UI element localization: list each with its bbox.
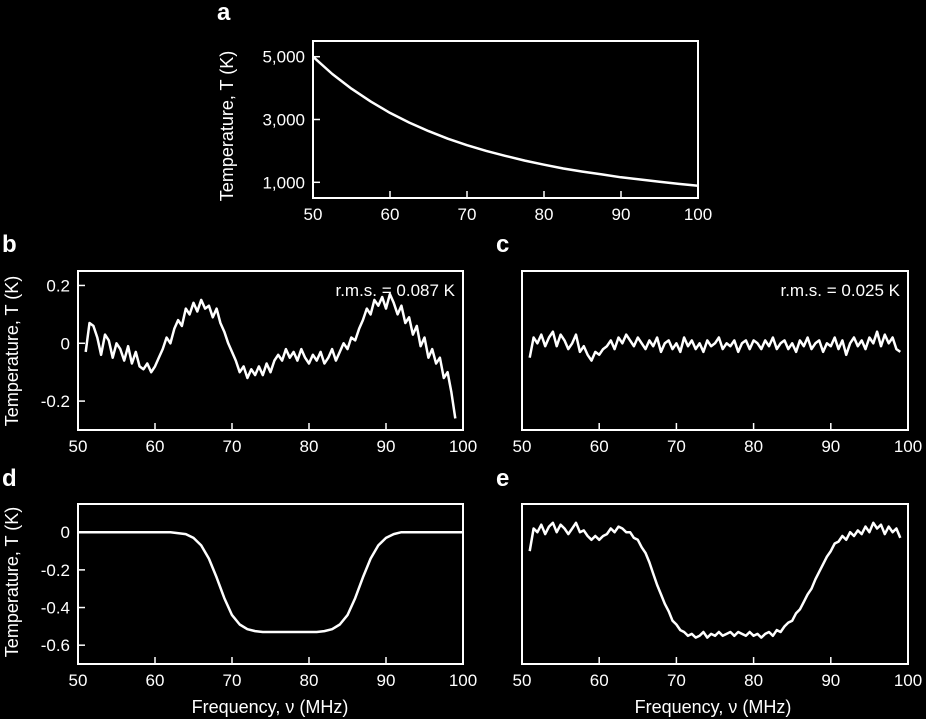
panel-a: a Temperature, T (K) 50 60 70 80 90 100 1,000 3… [217, 0, 712, 224]
panel-c: c r.m.s. = 0.025 K 50 60 70 80 90 100 [496, 231, 922, 456]
panel-d-xtick-label: 100 [449, 671, 477, 690]
panel-e-letter: e [496, 465, 509, 492]
panel-e-plot-frame [521, 503, 909, 665]
panel-c-xtick-label: 70 [667, 437, 686, 456]
panel-d-ytick-label: -0.6 [41, 636, 70, 655]
panel-b-series-line [84, 292, 457, 419]
panel-b-xtick-label: 60 [146, 437, 165, 456]
panel-e-xtick-label: 50 [513, 671, 532, 690]
panel-d-series-line [78, 530, 463, 634]
panel-d-xtick-label: 90 [377, 671, 396, 690]
panel-b-ytick-label: 0 [61, 334, 70, 353]
panel-a-ytick-label: 1,000 [262, 173, 305, 192]
panel-d-ylabel: Temperature, T (K) [2, 507, 22, 657]
panel-e-xtick-label: 100 [894, 671, 922, 690]
panel-d-xtick-label: 70 [223, 671, 242, 690]
panel-d-ytick-label: -0.4 [41, 599, 70, 618]
panel-d-xtick-label: 50 [69, 671, 88, 690]
panel-b-ylabel: Temperature, T (K) [2, 276, 22, 426]
panel-e-series-line [528, 521, 902, 639]
panel-c-xtick-label: 100 [894, 437, 922, 456]
panel-b-xtick-label: 70 [223, 437, 242, 456]
panel-d-ytick-label: -0.2 [41, 561, 70, 580]
panel-a-series-line [312, 55, 699, 188]
panel-c-xtick-label: 90 [821, 437, 840, 456]
panel-e-xtick-label: 90 [821, 671, 840, 690]
panel-d-ytick-label: 0 [61, 523, 70, 542]
panel-b: b Temperature, T (K) r.m.s. = 0.087 K 50… [2, 231, 477, 456]
panel-d-xtick-label: 60 [146, 671, 165, 690]
panel-a-ytick-label: 5,000 [262, 48, 305, 67]
panel-d-plot-frame [77, 503, 464, 665]
panel-b-xtick-label: 90 [377, 437, 396, 456]
panel-a-xtick-label: 70 [458, 205, 477, 224]
panel-b-letter: b [2, 231, 17, 258]
panel-b-xtick-label: 80 [300, 437, 319, 456]
panel-a-xtick-label: 60 [381, 205, 400, 224]
panel-b-xtick-label: 100 [449, 437, 477, 456]
panel-a-xtick-label: 90 [612, 205, 631, 224]
panel-d-xtick-label: 80 [300, 671, 319, 690]
panel-a-letter: a [217, 0, 231, 26]
panel-e-xtick-label: 60 [590, 671, 609, 690]
panel-b-plot-frame [77, 270, 464, 431]
panel-b-xtick-label: 50 [69, 437, 88, 456]
panel-d: d Temperature, T (K) Frequency, ν (MHz) … [2, 465, 477, 717]
panel-e-xtick-label: 80 [744, 671, 763, 690]
panel-c-xtick-label: 60 [590, 437, 609, 456]
panel-c-xtick-label: 80 [744, 437, 763, 456]
panel-d-xlabel: Frequency, ν (MHz) [192, 697, 349, 717]
panel-c-letter: c [496, 231, 509, 258]
panel-e-xtick-label: 70 [667, 671, 686, 690]
panel-c-rms-annotation: r.m.s. = 0.025 K [780, 281, 900, 300]
panel-b-rms-annotation: r.m.s. = 0.087 K [335, 281, 455, 300]
panel-b-ytick-label: -0.2 [41, 392, 70, 411]
panel-e: e Frequency, ν (MHz) 50 60 70 80 90 100 [496, 465, 922, 717]
panel-e-xlabel: Frequency, ν (MHz) [635, 697, 792, 717]
panel-b-ytick-label: 0.2 [46, 276, 70, 295]
panel-c-plot-frame [521, 270, 909, 431]
panel-d-letter: d [2, 465, 17, 492]
panel-a-xtick-label: 100 [684, 205, 712, 224]
panel-a-xtick-label: 50 [304, 205, 323, 224]
panel-a-xtick-label: 80 [535, 205, 554, 224]
panel-a-ylabel: Temperature, T (K) [217, 51, 237, 201]
panel-a-ytick-label: 3,000 [262, 111, 305, 130]
panel-c-xtick-label: 50 [513, 437, 532, 456]
panel-c-series-line [528, 330, 902, 362]
